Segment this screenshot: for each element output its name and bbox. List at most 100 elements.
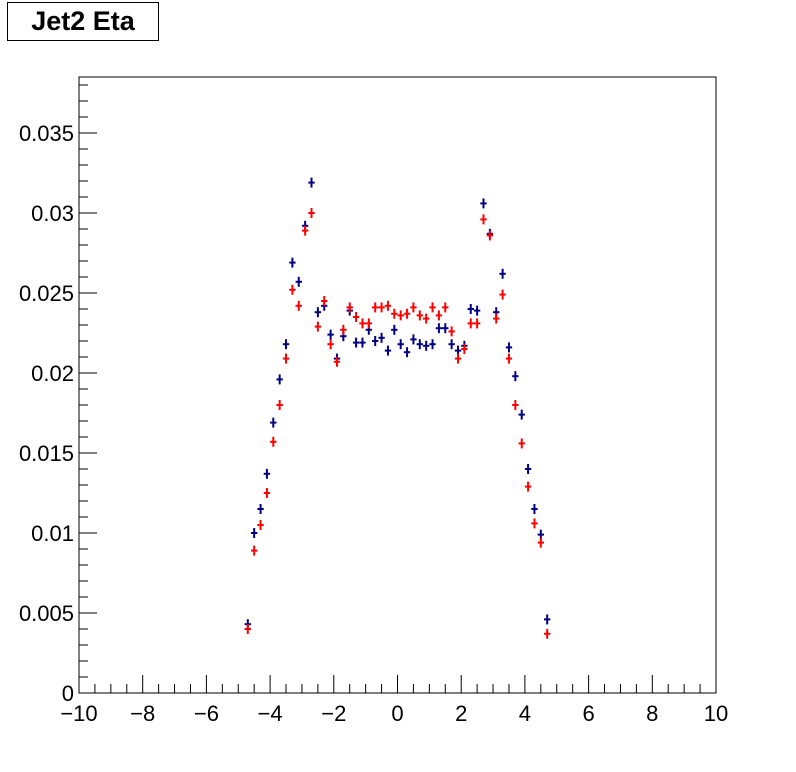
data-point-series-1	[276, 374, 283, 385]
data-point-series-2	[512, 400, 519, 410]
data-point-series-2	[531, 518, 538, 529]
data-point-series-2	[518, 438, 525, 449]
chart-title-box: Jet2 Eta	[7, 2, 159, 41]
data-point-series-2	[314, 321, 322, 332]
data-point-series-2	[448, 326, 455, 337]
data-point-series-1	[391, 324, 398, 335]
x-tick-label: −6	[194, 701, 219, 726]
data-point-series-2	[295, 300, 302, 311]
data-point-series-1	[448, 339, 455, 350]
data-point-series-2	[346, 302, 353, 313]
data-point-series-2	[333, 356, 341, 367]
data-point-series-2	[384, 300, 392, 311]
data-point-series-2	[321, 296, 328, 306]
data-point-series-1	[314, 307, 322, 318]
data-point-series-2	[454, 353, 462, 364]
data-point-series-2	[435, 310, 443, 321]
data-point-series-1	[435, 323, 443, 334]
data-point-series-1	[467, 304, 474, 314]
data-point-series-2	[270, 436, 277, 447]
y-tick-label: 0.025	[19, 281, 74, 306]
data-point-series-1	[397, 339, 404, 350]
data-point-series-1	[352, 337, 360, 348]
x-tick-label: −4	[258, 701, 283, 726]
data-point-series-1	[531, 504, 538, 514]
data-point-series-2	[263, 488, 271, 498]
data-point-series-2	[442, 302, 449, 313]
data-point-series-2	[397, 310, 404, 321]
data-point-series-2	[378, 302, 385, 313]
data-point-series-1	[410, 334, 417, 345]
x-tick-label: 10	[704, 701, 728, 726]
y-tick-label: 0.035	[19, 121, 74, 146]
data-point-series-2	[257, 520, 264, 530]
data-point-series-2	[372, 302, 379, 313]
data-point-series-1	[524, 464, 532, 474]
data-point-series-1	[512, 371, 519, 382]
data-point-series-2	[340, 324, 347, 335]
x-tick-label: 4	[519, 701, 531, 726]
data-point-series-2	[403, 308, 411, 319]
data-point-series-1	[282, 339, 290, 350]
data-point-series-1	[544, 614, 551, 625]
data-point-series-2	[282, 353, 290, 364]
chart-title: Jet2 Eta	[31, 6, 135, 36]
x-tick-label: −10	[60, 701, 97, 726]
data-point-series-2	[391, 308, 398, 319]
y-tick-label: 0.02	[31, 361, 74, 386]
data-point-series-2	[359, 318, 366, 329]
plot-frame	[78, 76, 717, 694]
data-point-series-1	[505, 342, 513, 353]
data-point-series-2	[416, 310, 423, 321]
data-points	[244, 177, 551, 639]
data-point-series-1	[295, 276, 302, 287]
data-point-series-1	[270, 417, 277, 428]
x-tick-label: 8	[646, 701, 658, 726]
data-point-series-2	[308, 208, 315, 218]
y-tick-label: 0.03	[31, 201, 74, 226]
y-tick-label: 0.01	[31, 521, 74, 546]
data-point-series-1	[250, 528, 258, 538]
data-point-series-2	[493, 313, 500, 324]
y-tick-label: 0.015	[19, 441, 74, 466]
data-point-series-2	[276, 400, 283, 410]
data-point-series-2	[505, 353, 513, 364]
data-point-series-1	[378, 332, 385, 343]
data-point-series-1	[480, 198, 487, 209]
data-point-series-1	[384, 345, 392, 356]
data-point-series-1	[372, 336, 379, 346]
x-tick-label: 0	[391, 701, 403, 726]
data-point-series-2	[486, 230, 494, 241]
data-point-series-1	[308, 177, 315, 188]
data-point-series-2	[429, 302, 436, 313]
data-point-series-1	[473, 305, 481, 316]
data-point-series-2	[422, 313, 430, 324]
data-point-series-2	[365, 318, 373, 329]
data-point-series-1	[327, 329, 334, 340]
data-point-series-2	[250, 545, 258, 556]
data-point-series-1	[403, 347, 411, 358]
data-point-series-1	[359, 337, 366, 348]
data-point-series-2	[480, 214, 487, 225]
data-point-series-1	[429, 339, 436, 350]
x-tick-label: −2	[321, 701, 346, 726]
axis-ticks	[78, 84, 717, 694]
axis-tick-labels: −10 −8 −6 −4 −2 0 2 4 6 8 10 0 0.005 0.01 0.015 0.02 0.0…	[19, 121, 728, 726]
data-point-series-1	[416, 339, 423, 350]
data-point-series-2	[499, 289, 506, 300]
data-point-series-1	[499, 268, 506, 279]
data-point-series-2	[473, 318, 481, 329]
data-point-series-2	[410, 302, 417, 313]
data-point-series-2	[327, 339, 334, 350]
data-point-series-2	[537, 537, 545, 548]
data-point-series-1	[289, 257, 296, 268]
data-point-series-2	[524, 481, 532, 492]
data-point-series-1	[518, 409, 525, 420]
x-tick-label: −8	[130, 701, 155, 726]
data-point-series-2	[544, 628, 551, 639]
data-point-series-2	[352, 312, 360, 322]
x-tick-label: 6	[582, 701, 594, 726]
x-tick-label: 2	[455, 701, 467, 726]
data-point-series-1	[257, 504, 264, 514]
